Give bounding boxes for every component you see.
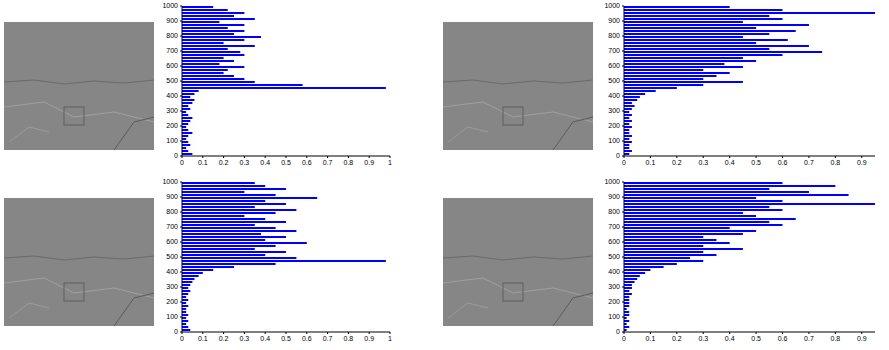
svg-text:1000: 1000 [162, 178, 178, 185]
svg-text:900: 900 [166, 17, 178, 24]
svg-text:1000: 1000 [162, 2, 178, 9]
svg-text:0.9: 0.9 [364, 335, 374, 342]
svg-text:0.5: 0.5 [281, 159, 291, 166]
svg-text:0.7: 0.7 [804, 159, 814, 166]
svg-text:0.6: 0.6 [778, 335, 788, 342]
svg-text:200: 200 [166, 122, 178, 129]
svg-text:0: 0 [622, 159, 626, 166]
svg-text:500: 500 [166, 253, 178, 260]
svg-text:700: 700 [166, 223, 178, 230]
svg-text:0: 0 [174, 152, 178, 159]
svg-text:200: 200 [166, 298, 178, 305]
svg-text:400: 400 [166, 268, 178, 275]
svg-text:700: 700 [608, 223, 620, 230]
svg-text:1000: 1000 [604, 2, 620, 9]
svg-text:500: 500 [166, 77, 178, 84]
svg-text:0.5: 0.5 [281, 335, 291, 342]
svg-text:0.4: 0.4 [725, 335, 735, 342]
svg-text:400: 400 [608, 268, 620, 275]
svg-text:0.2: 0.2 [672, 335, 682, 342]
svg-text:0: 0 [616, 152, 620, 159]
svg-text:0: 0 [180, 335, 184, 342]
svg-text:0.8: 0.8 [344, 335, 354, 342]
svg-text:0.8: 0.8 [344, 159, 354, 166]
svg-text:0.6: 0.6 [778, 159, 788, 166]
svg-text:900: 900 [608, 17, 620, 24]
svg-text:900: 900 [608, 193, 620, 200]
svg-text:0.7: 0.7 [804, 335, 814, 342]
svg-text:0.5: 0.5 [751, 335, 761, 342]
svg-text:100: 100 [166, 137, 178, 144]
svg-text:100: 100 [608, 313, 620, 320]
svg-text:0.9: 0.9 [857, 159, 867, 166]
svg-text:0: 0 [616, 328, 620, 335]
svg-text:0.4: 0.4 [260, 335, 270, 342]
svg-text:0.1: 0.1 [646, 335, 656, 342]
svg-text:400: 400 [608, 92, 620, 99]
svg-text:600: 600 [166, 62, 178, 69]
svg-text:0.1: 0.1 [198, 335, 208, 342]
svg-text:300: 300 [166, 107, 178, 114]
svg-text:0.1: 0.1 [646, 159, 656, 166]
svg-text:0.3: 0.3 [240, 159, 250, 166]
svg-text:0.4: 0.4 [260, 159, 270, 166]
svg-text:1: 1 [388, 159, 392, 166]
svg-text:0.7: 0.7 [323, 159, 333, 166]
svg-text:0: 0 [180, 159, 184, 166]
svg-text:600: 600 [608, 238, 620, 245]
svg-text:600: 600 [166, 238, 178, 245]
svg-text:600: 600 [608, 62, 620, 69]
svg-text:0.8: 0.8 [831, 159, 841, 166]
svg-text:0.7: 0.7 [323, 335, 333, 342]
svg-text:800: 800 [608, 32, 620, 39]
svg-text:0.5: 0.5 [751, 159, 761, 166]
svg-text:1000: 1000 [604, 178, 620, 185]
svg-text:0.4: 0.4 [725, 159, 735, 166]
svg-text:500: 500 [608, 77, 620, 84]
svg-text:0.9: 0.9 [857, 335, 867, 342]
svg-text:0: 0 [174, 328, 178, 335]
svg-text:0.2: 0.2 [219, 335, 229, 342]
svg-text:200: 200 [608, 298, 620, 305]
svg-text:900: 900 [166, 193, 178, 200]
svg-text:500: 500 [608, 253, 620, 260]
svg-text:800: 800 [608, 208, 620, 215]
svg-text:0.6: 0.6 [302, 335, 312, 342]
svg-text:0.3: 0.3 [240, 335, 250, 342]
svg-text:0.3: 0.3 [698, 335, 708, 342]
svg-text:700: 700 [166, 47, 178, 54]
svg-text:300: 300 [166, 283, 178, 290]
svg-text:100: 100 [608, 137, 620, 144]
svg-text:1: 1 [388, 335, 392, 342]
svg-text:0.1: 0.1 [198, 159, 208, 166]
svg-text:200: 200 [608, 122, 620, 129]
svg-text:800: 800 [166, 208, 178, 215]
svg-text:0.2: 0.2 [672, 159, 682, 166]
svg-text:0.9: 0.9 [364, 159, 374, 166]
svg-text:700: 700 [608, 47, 620, 54]
svg-text:400: 400 [166, 92, 178, 99]
svg-text:800: 800 [166, 32, 178, 39]
svg-text:0: 0 [622, 335, 626, 342]
svg-text:100: 100 [166, 313, 178, 320]
svg-text:300: 300 [608, 107, 620, 114]
svg-text:0.6: 0.6 [302, 159, 312, 166]
svg-text:0.8: 0.8 [831, 335, 841, 342]
svg-text:0.3: 0.3 [698, 159, 708, 166]
svg-text:300: 300 [608, 283, 620, 290]
svg-text:0.2: 0.2 [219, 159, 229, 166]
